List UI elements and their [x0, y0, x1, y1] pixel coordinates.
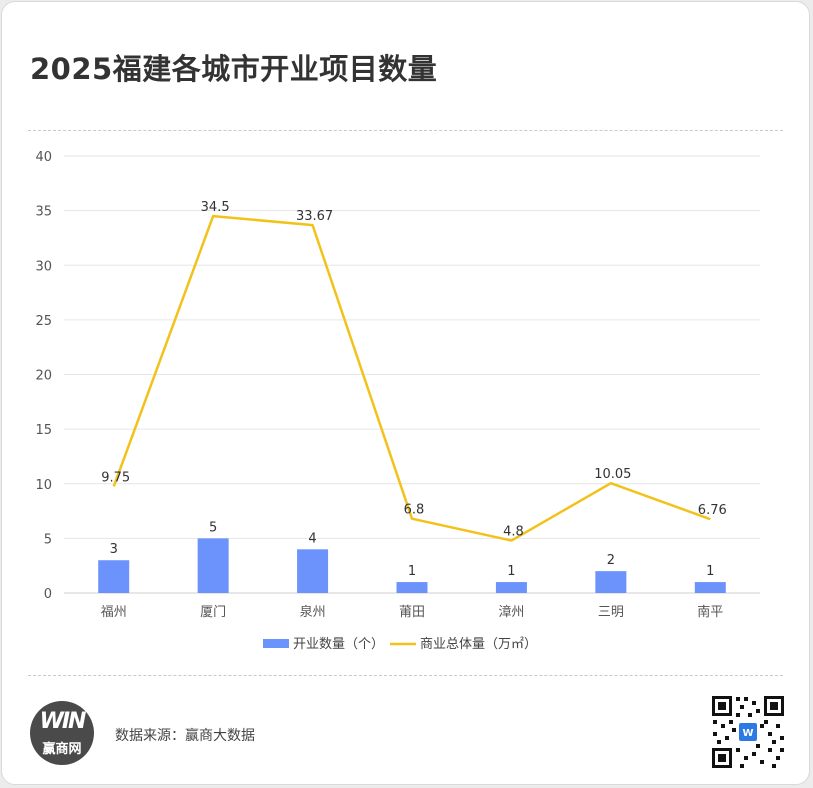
bar	[495, 582, 527, 593]
bottom-divider	[28, 675, 783, 676]
line-value-label: 9.75	[101, 470, 130, 485]
y-tick-label: 25	[35, 314, 52, 329]
bar	[595, 571, 627, 593]
y-tick-label: 15	[35, 423, 52, 438]
line-value-label: 34.5	[201, 200, 230, 215]
x-tick-label: 厦门	[200, 605, 226, 620]
y-tick-label: 5	[44, 532, 52, 547]
logo-text: 赢商网	[42, 742, 82, 757]
bar-value-label: 1	[507, 564, 515, 579]
bar	[297, 549, 329, 593]
legend-line-label: 商业总体量（万㎡）	[420, 637, 537, 652]
x-tick-label: 南平	[697, 604, 723, 620]
y-tick-label: 0	[44, 587, 52, 602]
y-tick-label: 40	[35, 150, 52, 165]
bar-value-label: 4	[308, 531, 316, 546]
y-tick-label: 10	[35, 478, 52, 493]
top-divider	[28, 130, 783, 131]
bar	[396, 582, 428, 593]
line-value-label: 6.76	[698, 503, 727, 518]
y-tick-label: 20	[35, 369, 52, 384]
bar-value-label: 3	[110, 542, 118, 557]
y-tick-label: 30	[35, 259, 52, 274]
line-value-label: 33.67	[296, 209, 333, 224]
x-tick-label: 泉州	[300, 604, 326, 620]
line-value-label: 6.8	[404, 503, 425, 518]
x-tick-label: 莆田	[399, 605, 425, 620]
bar	[694, 582, 726, 593]
line-value-label: 4.8	[503, 525, 524, 540]
winshang-logo: WIN 赢商网	[30, 701, 94, 765]
x-tick-label: 福州	[101, 605, 127, 620]
legend-bar-swatch	[263, 639, 289, 648]
bar	[197, 538, 229, 593]
bar-value-label: 1	[706, 564, 714, 579]
source-text: 数据来源：赢商大数据	[115, 728, 255, 744]
logo-mark: WIN	[39, 709, 87, 734]
bar-value-label: 1	[408, 564, 416, 579]
y-tick-label: 35	[35, 205, 52, 220]
line-series	[112, 214, 711, 542]
bar	[98, 560, 130, 593]
svg-text:W: W	[742, 728, 753, 739]
legend-bar-label: 开业数量（个）	[293, 637, 384, 652]
bar-value-label: 2	[607, 553, 615, 568]
x-tick-label: 漳州	[498, 604, 524, 620]
bar-value-label: 5	[209, 520, 217, 535]
chart-title: 2025福建各城市开业项目数量	[30, 52, 438, 86]
x-tick-label: 三明	[598, 605, 624, 620]
qr-code-icon: W	[710, 694, 786, 770]
line-value-label: 10.05	[594, 467, 631, 482]
